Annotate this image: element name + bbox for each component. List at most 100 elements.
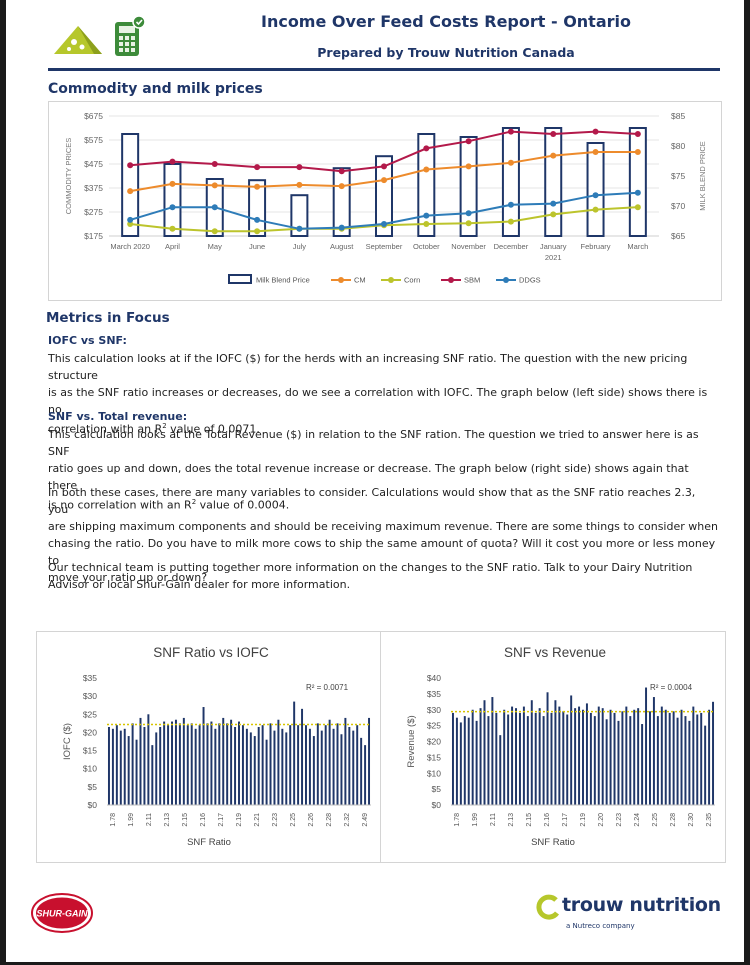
data-bar xyxy=(131,723,134,805)
y-tick-label: $35 xyxy=(83,673,97,683)
shurgain-wordmark: SHUR-GAIN xyxy=(37,909,88,919)
x-axis-label: SNF Ratio xyxy=(187,837,231,848)
data-bar xyxy=(241,725,244,805)
chart-title: SNF Ratio vs IOFC xyxy=(153,645,269,660)
x-tick-label: 2.17 xyxy=(562,813,569,827)
corn-point xyxy=(169,225,176,232)
text-line: is as the SNF ratio increases or decreas… xyxy=(48,386,708,416)
data-bar xyxy=(475,720,478,805)
cm-point xyxy=(127,188,134,195)
corn-point xyxy=(211,228,218,235)
data-bar xyxy=(601,708,604,805)
data-bar xyxy=(605,719,608,805)
trouw-wordmark: trouw nutrition xyxy=(562,894,721,916)
data-bar xyxy=(308,728,311,805)
data-bar xyxy=(455,717,458,805)
text-line: In both these cases, there are many vari… xyxy=(48,486,696,516)
data-bar xyxy=(356,725,359,805)
data-bar xyxy=(471,709,474,805)
data-bar xyxy=(202,707,205,805)
x-tick-label: January xyxy=(540,242,567,251)
data-bar xyxy=(226,723,229,805)
data-bar xyxy=(277,719,280,805)
milk-blend-bar xyxy=(417,133,436,237)
y-tick-label: $175 xyxy=(84,231,103,241)
y2-tick-label: $85 xyxy=(671,111,685,121)
x-tick-label: 2.23 xyxy=(616,813,623,827)
commodity-section-title: Commodity and milk prices xyxy=(48,81,263,97)
legend-swatch-milk xyxy=(228,274,252,284)
y-axis-label: Revenue ($) xyxy=(406,715,417,767)
report-page: Income Over Feed Costs Report - Ontario … xyxy=(6,0,744,962)
data-bar xyxy=(688,720,691,805)
data-bar xyxy=(111,728,114,805)
data-bar xyxy=(289,725,292,805)
data-bar xyxy=(151,745,154,805)
y2-tick-label: $65 xyxy=(671,231,685,241)
x-tick-label: March 2020 xyxy=(110,242,150,251)
data-bar xyxy=(518,712,521,805)
text-line: are shipping maximum components and shou… xyxy=(48,520,718,533)
x-tick-label: September xyxy=(366,242,403,251)
y-tick-label: $10 xyxy=(83,764,97,774)
team-paragraph: Our technical team is putting together m… xyxy=(48,559,718,593)
data-bar xyxy=(554,700,557,805)
data-bar xyxy=(558,706,561,805)
ddgs-point xyxy=(211,204,218,211)
x-tick-label: 2.20 xyxy=(598,813,605,827)
x-tick-label: December xyxy=(494,242,529,251)
data-bar xyxy=(546,692,549,805)
legend-swatch-marker xyxy=(448,277,454,283)
data-bar xyxy=(265,739,268,805)
x-tick-label: 2.23 xyxy=(272,813,279,827)
text-fragment: value of 0.0071. xyxy=(166,422,260,436)
data-bar xyxy=(171,721,173,805)
data-bar xyxy=(245,728,248,805)
data-bar xyxy=(178,723,181,805)
data-bar xyxy=(222,717,225,805)
data-bar xyxy=(234,726,237,805)
data-bar xyxy=(463,716,466,805)
x-tick-label: 2.25 xyxy=(290,813,297,827)
data-bar xyxy=(621,711,624,805)
text-line: correlation with an R2 value of 0.0071. xyxy=(48,418,718,438)
data-bar xyxy=(534,712,537,805)
text-line: ratio goes up and down, does the total r… xyxy=(48,462,689,492)
data-bar xyxy=(542,716,545,805)
x-tick-label: 2.28 xyxy=(326,813,333,827)
data-bar xyxy=(467,717,470,805)
data-bar xyxy=(281,728,284,805)
data-bar xyxy=(641,724,644,805)
data-bar xyxy=(589,712,592,805)
data-bar xyxy=(301,708,304,805)
data-bar xyxy=(668,712,671,805)
data-bar xyxy=(479,708,482,805)
data-bar xyxy=(174,719,177,805)
y-tick-label: $475 xyxy=(84,159,103,169)
cm-point xyxy=(634,149,641,155)
ddgs-point xyxy=(550,200,557,207)
data-bar xyxy=(704,725,707,805)
data-bar xyxy=(163,721,166,805)
ddgs-point xyxy=(338,224,345,231)
x-tick-label: 2.49 xyxy=(362,813,369,827)
data-bar xyxy=(625,706,628,805)
data-bar xyxy=(273,730,276,805)
ddgs-point xyxy=(296,225,303,232)
superscript: 2 xyxy=(162,422,167,430)
data-bar xyxy=(324,725,327,805)
report-subtitle: Prepared by Trouw Nutrition Canada xyxy=(317,45,575,60)
x-tick-label: 2.15 xyxy=(182,813,189,827)
milk-blend-bar xyxy=(248,179,267,237)
data-bar xyxy=(194,728,197,805)
data-bar xyxy=(550,712,553,805)
iofc-chart-box: SNF Ratio vs IOFC $0 $5 $10 $15 $20 $25 $30 $35 I… xyxy=(36,631,382,863)
x-tick-label: 2.21 xyxy=(254,813,261,827)
data-bar xyxy=(352,730,355,805)
data-bar xyxy=(312,736,315,805)
ddgs-point xyxy=(423,212,430,219)
ddgs-point xyxy=(507,201,514,208)
data-bar xyxy=(495,712,498,805)
snf-vs-iofc-chart: SNF Ratio vs IOFC $0 $5 $10 $15 $20 $25 $30 $35 I… xyxy=(62,645,371,848)
ddgs-point xyxy=(169,204,176,211)
